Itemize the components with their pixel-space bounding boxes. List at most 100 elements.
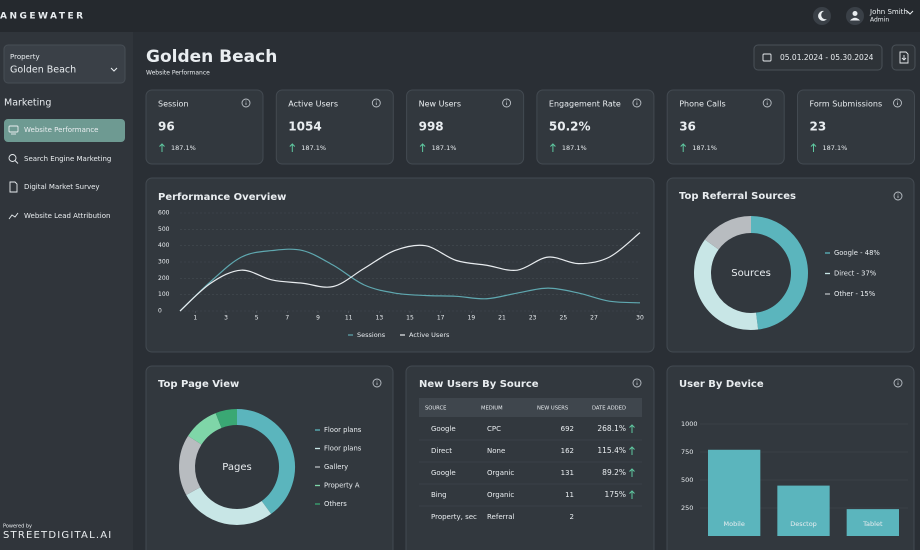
chart-title: Performance Overview [158,192,286,203]
export-icon [899,51,909,64]
donut-segment [236,409,295,514]
cell-medium: Organic [487,469,514,477]
cell-new-users: 11 [565,491,574,499]
info-dot [766,100,768,102]
nav-icon [8,125,19,135]
chart-title: User By Device [679,379,764,390]
info-ring [893,378,903,388]
cell-new-users: 2 [570,513,574,521]
powered-by-label: Powered by [3,524,32,530]
trend-up-icon [159,143,165,152]
info-icon[interactable] [762,98,772,108]
moon-icon [818,10,827,21]
cell-change: 89.2% [602,468,626,477]
kpi-label: New Users [419,100,461,109]
info-icon[interactable] [371,98,381,108]
donut-center-label: Pages [222,462,251,473]
legend-label: Sessions [357,331,386,339]
info-ring [502,98,512,108]
table-header [419,398,642,417]
card [536,89,655,165]
trend-up-icon [629,468,635,477]
cell-new-users: 692 [561,425,574,433]
legend-label: Gallery [324,463,348,471]
card [145,89,264,165]
kpi-change: 187.1% [562,144,587,152]
info-icon[interactable] [502,98,512,108]
info-dot [375,100,377,102]
cell-source: Property, sec [431,513,477,521]
bar [846,509,899,536]
donut-segment [704,216,752,250]
info-ring [372,378,382,388]
cell-change: 175% [605,490,626,499]
info-icon[interactable] [893,378,903,388]
cell-source: Direct [431,447,452,455]
nav-icon [8,154,19,164]
legend-label: Property A [324,482,360,490]
info-icon[interactable] [241,98,251,108]
chart-title: Top Referral Sources [679,191,796,202]
info-icon[interactable] [372,378,382,388]
kpi-label: Phone Calls [679,100,725,109]
y-tick-label: 500 [158,226,170,233]
legend-label: Other - 15% [834,290,876,298]
kpi-value: 1054 [288,120,321,134]
cell-new-users: 162 [561,447,574,455]
page-title: Golden Beach [146,47,277,67]
line-series [179,248,641,312]
donut-segment [179,435,202,495]
card [275,89,394,165]
kpi-change: 187.1% [692,144,717,152]
property-select[interactable] [3,44,126,84]
legend-label: Floor plans [324,445,362,453]
info-icon[interactable] [632,98,642,108]
kpi-label: Session [158,100,189,109]
y-tick-label: 750 [681,448,693,456]
x-tick-label: 21 [498,315,506,322]
user-menu-chevron[interactable] [906,10,914,15]
x-tick-label: 3 [224,315,228,322]
x-tick-label: 13 [376,315,384,322]
info-ring [241,98,251,108]
x-tick-label: 17 [437,315,445,322]
legend-label: Active Users [409,331,450,339]
card [406,89,525,165]
theme-toggle[interactable] [813,7,831,25]
cell-change: 115.4% [597,446,626,455]
avatar-body [850,17,860,21]
date-range-button[interactable] [753,44,883,71]
card [145,177,655,353]
search-handle [14,160,19,164]
top-bar [0,0,920,32]
kpi-value: 96 [158,120,175,134]
nav-item[interactable]: Search Engine Marketing [24,155,111,163]
user-role: Admin [870,17,889,24]
trend-up-icon [629,490,635,499]
y-tick-label: 0 [158,308,162,315]
export-button[interactable] [891,44,916,71]
kpi-change: 187.1% [823,144,848,152]
info-icon[interactable] [893,98,902,108]
monitor-icon [8,125,19,133]
calendar-icon [762,53,772,62]
nav-item[interactable]: Website Performance [24,126,99,134]
property-chevron [110,67,118,72]
trend-up-icon [289,143,296,152]
x-tick-label: 23 [529,315,537,322]
info-ring [632,378,642,388]
x-tick-label: Mobile [724,520,745,528]
cell-source: Google [431,425,456,433]
info-icon[interactable] [632,378,642,388]
y-tick-label: 400 [158,242,170,249]
column-header: NEW USERS [537,406,568,412]
nav-item[interactable]: Digital Market Survey [24,183,100,191]
kpi-change: 187.1% [171,144,196,152]
info-dot [897,380,899,382]
cell-source: Bing [431,491,447,499]
property-value: Golden Beach [10,65,76,76]
nav-item[interactable]: Website Lead Attribution [24,212,110,220]
column-header: MEDIUM [481,406,503,412]
info-icon[interactable] [893,191,903,201]
